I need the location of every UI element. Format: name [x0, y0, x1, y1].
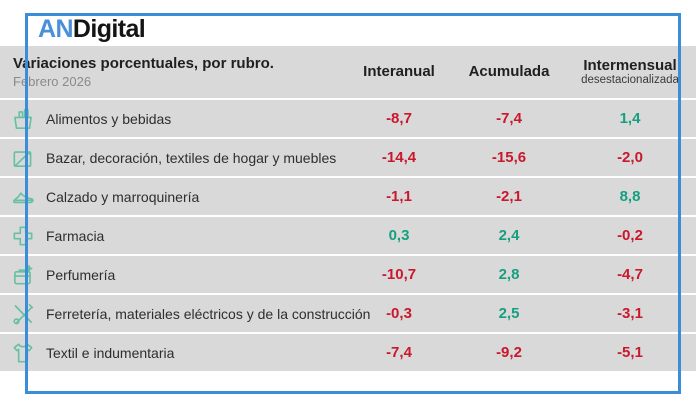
table-row: Ferretería, materiales eléctricos y de l…	[0, 295, 696, 332]
column-header-intermensual-sublabel: desestacionalizada	[581, 73, 679, 86]
value-interanual: -10,7	[381, 266, 417, 283]
row-label: Alimentos y bebidas	[46, 110, 172, 127]
value-acumulada: -2,1	[496, 188, 522, 205]
value-intermensual: -0,2	[617, 227, 643, 244]
value-intermensual: -2,0	[617, 149, 643, 166]
column-header-interanual: Interanual	[363, 63, 435, 80]
table-header: Variaciones porcentuales, por rubro. Feb…	[0, 46, 696, 98]
row-label: Bazar, decoración, textiles de hogar y m…	[46, 149, 337, 166]
value-acumulada: 2,5	[498, 305, 520, 322]
value-acumulada: 2,8	[498, 266, 520, 283]
value-interanual: 0,3	[388, 227, 410, 244]
groceries-basket-icon	[0, 106, 46, 132]
row-label: Textil e indumentaria	[46, 344, 175, 361]
table-row: Farmacia 0,3 2,4 -0,2	[0, 217, 696, 254]
table-row: Alimentos y bebidas -8,7 -7,4 1,4	[0, 100, 696, 137]
value-interanual: -0,3	[386, 305, 412, 322]
brand-prefix: AN	[38, 15, 74, 43]
value-acumulada: -7,4	[496, 110, 522, 127]
value-interanual: -1,1	[386, 188, 412, 205]
value-intermensual: -3,1	[617, 305, 643, 322]
row-label: Calzado y marroquinería	[46, 188, 200, 205]
value-intermensual: -4,7	[617, 266, 643, 283]
value-interanual: -14,4	[381, 149, 417, 166]
value-acumulada: 2,4	[498, 227, 520, 244]
tshirt-icon	[0, 340, 46, 366]
value-intermensual: -5,1	[617, 344, 643, 361]
brand-suffix: Digital	[72, 15, 146, 43]
tools-icon	[0, 301, 46, 327]
row-label: Farmacia	[46, 227, 105, 244]
table-title-block: Variaciones porcentuales, por rubro. Feb…	[0, 55, 344, 90]
value-interanual: -8,7	[386, 110, 412, 127]
column-header-intermensual-label: Intermensual	[583, 56, 677, 74]
table-row: Calzado y marroquinería -1,1 -2,1 8,8	[0, 178, 696, 215]
variations-table: Variaciones porcentuales, por rubro. Feb…	[0, 46, 696, 373]
table-row: Textil e indumentaria -7,4 -9,2 -5,1	[0, 334, 696, 371]
value-intermensual: 1,4	[619, 110, 641, 127]
table-subtitle: Febrero 2026	[13, 73, 92, 89]
home-decor-icon	[0, 145, 46, 171]
value-acumulada: -9,2	[496, 344, 522, 361]
andigital-logo: ANDigital	[38, 14, 146, 44]
column-header-acumulada: Acumulada	[468, 63, 550, 80]
column-header-intermensual: Intermensual desestacionalizada	[564, 56, 696, 87]
table-title: Variaciones porcentuales, por rubro.	[13, 54, 274, 72]
value-intermensual: 8,8	[619, 188, 641, 205]
cosmetics-case-icon	[0, 262, 46, 288]
pharmacy-cross-icon	[0, 223, 46, 249]
row-label: Perfumería	[46, 266, 116, 283]
table-row: Perfumería -10,7 2,8 -4,7	[0, 256, 696, 293]
value-interanual: -7,4	[386, 344, 412, 361]
value-acumulada: -15,6	[491, 149, 527, 166]
row-label: Ferretería, materiales eléctricos y de l…	[46, 305, 371, 322]
table-row: Bazar, decoración, textiles de hogar y m…	[0, 139, 696, 176]
shoe-icon	[0, 184, 46, 210]
